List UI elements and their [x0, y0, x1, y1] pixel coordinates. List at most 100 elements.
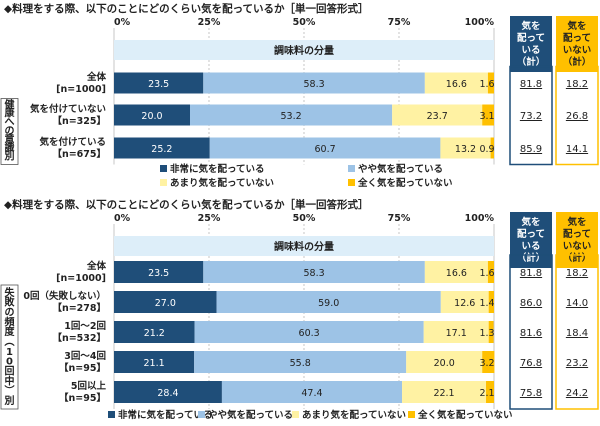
row-n-label: 【n=95】 [59, 362, 106, 374]
bar-segment [487, 261, 494, 283]
row-label: 1回～2回 [64, 321, 106, 332]
nocare-total-header [556, 212, 598, 268]
bar-data-label: 2.1 [479, 388, 494, 399]
nocare-total-value: 14.0 [566, 298, 588, 309]
care-total-value: 81.8 [520, 79, 542, 90]
bar-data-label: 1.3 [479, 328, 494, 339]
care-header-text: 気を [521, 20, 540, 32]
bar-data-label: 1.6 [479, 268, 494, 279]
chart-subtitle: 調味料の分量 [274, 44, 334, 57]
nocare-total-header [556, 16, 598, 72]
legend-swatch [348, 165, 355, 172]
bar-segment [424, 72, 488, 94]
care-header-text: 配って [517, 229, 545, 240]
legend-label: 非常に気を配っている [170, 163, 265, 175]
care-total-value: 76.8 [520, 358, 542, 369]
group-label-char: ︵ [4, 337, 15, 348]
chart-subtitle: 調味料の分量 [274, 240, 334, 253]
row-n-label: 【n=325】 [52, 115, 106, 127]
group-label-char: 健 [5, 98, 15, 111]
bar-data-label: 22.1 [433, 388, 454, 399]
group-label-char: 頻 [5, 315, 15, 328]
group-label-char: 意 [5, 132, 15, 145]
bar-segment [482, 351, 495, 373]
bar-segment [194, 321, 424, 343]
bar-data-label: 1.6 [479, 79, 494, 90]
legend-label: やや気を配っている [208, 409, 293, 421]
care-header-text: （計） [517, 252, 546, 264]
nocare-total-value: 24.2 [566, 388, 588, 399]
nocare-total-value: 18.2 [566, 268, 588, 279]
bar-segment [440, 137, 491, 159]
bar-data-label: 16.6 [446, 268, 467, 279]
row-label: 全体 [86, 260, 107, 272]
bar-data-label: 47.4 [301, 388, 322, 399]
legend-swatch [348, 179, 355, 186]
nocare-header-text: 配って [563, 229, 591, 240]
nocare-header-text: 配って [563, 33, 591, 44]
x-tick-label: 50% [293, 17, 316, 28]
x-tick-label: 25% [198, 17, 221, 28]
nocare-header-text: 気を [567, 216, 586, 228]
group-label-char: 別 [4, 394, 15, 407]
bar-data-label: 53.2 [281, 111, 302, 122]
care-header-text: （計） [517, 56, 546, 68]
care-header-text: いる [521, 45, 540, 56]
bar-data-label: 58.3 [303, 79, 324, 90]
care-total-value: 86.0 [520, 298, 542, 309]
group-label-char: 識 [5, 141, 15, 154]
legend-label: 非常に気を配っている [118, 409, 213, 421]
bar-segment [490, 137, 494, 159]
bar-segment [487, 72, 494, 94]
legend-swatch [160, 179, 167, 186]
care-total-value: 73.2 [520, 111, 542, 122]
subtitle-band [114, 236, 494, 256]
group-label-char: 回 [5, 366, 15, 378]
bar-data-label: 16.6 [446, 79, 467, 90]
x-tick-label: 100% [465, 213, 495, 224]
nocare-header-text: いない [563, 241, 592, 252]
legend-label: 全く気を配っていない [357, 177, 453, 189]
x-tick-label: 25% [198, 213, 221, 224]
legend-swatch [198, 411, 205, 418]
bar-segment [203, 72, 425, 94]
legend-swatch [408, 411, 415, 418]
subtitle-band [114, 40, 494, 60]
bar-data-label: 60.7 [315, 144, 336, 155]
legend-label: やや気を配っている [358, 163, 443, 175]
x-tick-label: 0% [114, 213, 131, 224]
row-label: 全体 [86, 71, 107, 83]
care-total-value: 75.8 [520, 388, 542, 399]
group-label-char: 中 [5, 374, 15, 387]
group-label-char: ︶ [4, 384, 15, 397]
nocare-header-text: 気を [567, 20, 586, 32]
bar-segment [424, 261, 488, 283]
care-total-value: 85.9 [520, 144, 542, 155]
x-tick-label: 50% [293, 213, 316, 224]
x-tick-label: 0% [114, 17, 131, 28]
bar-data-label: 23.5 [148, 79, 169, 90]
nocare-total-value: 18.2 [566, 79, 588, 90]
bar-segment [216, 291, 441, 313]
bar-data-label: 3.2 [479, 358, 494, 369]
row-label: 5回以上 [71, 380, 107, 392]
bar-segment [440, 291, 489, 313]
group-label-char: 失 [5, 286, 16, 299]
bar-data-label: 12.6 [454, 298, 475, 309]
bar-data-label: 28.4 [157, 388, 178, 399]
bar-segment [488, 321, 494, 343]
care-header-text: 配って [517, 33, 545, 44]
bar-segment [114, 72, 204, 94]
x-tick-label: 75% [388, 17, 411, 28]
bar-data-label: 58.3 [303, 268, 324, 279]
nocare-header-text: （計） [563, 56, 592, 68]
group-label-char: へ [5, 117, 15, 128]
bar-segment [423, 321, 489, 343]
legend-label: 全く気を配っていない [417, 409, 513, 421]
care-header-text: いる [521, 241, 540, 252]
group-label-char: 別 [4, 150, 15, 163]
bar-data-label: 20.0 [434, 358, 455, 369]
group-label-char: 敗 [5, 296, 16, 309]
row-label: 3回～4回 [64, 351, 106, 362]
